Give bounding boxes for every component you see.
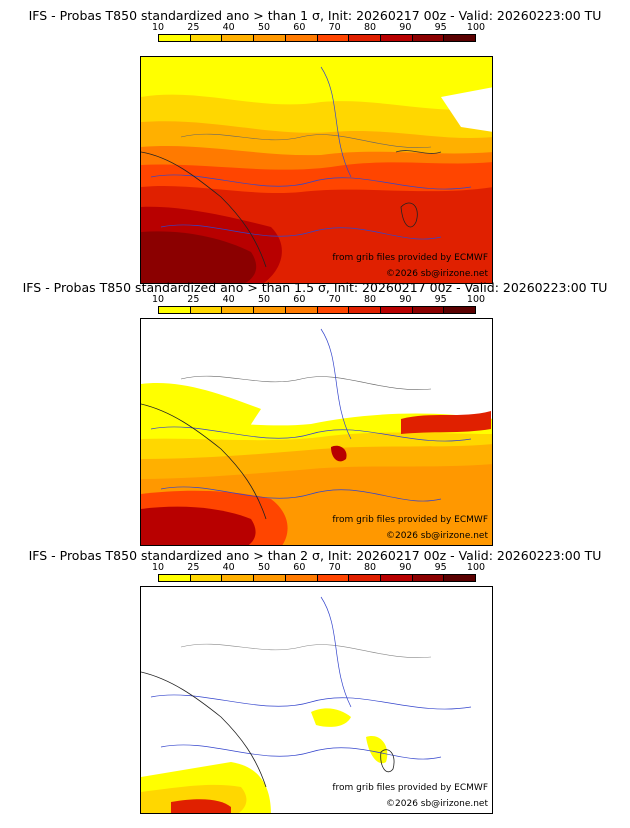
legend-swatch	[190, 575, 223, 581]
legend-label: 10	[151, 22, 165, 33]
panel-3-title: IFS - Probas T850 standardized ano > tha…	[28, 548, 602, 563]
legend-label: 60	[293, 22, 306, 33]
panel-1-title: IFS - Probas T850 standardized ano > tha…	[28, 8, 602, 23]
legend-swatch	[254, 307, 286, 313]
legend-color-bar	[158, 306, 476, 314]
legend-swatch	[285, 307, 318, 313]
legend-label: 50	[257, 22, 271, 33]
legend-label: 10	[151, 294, 165, 305]
legend-label: 40	[222, 562, 235, 573]
legend-swatch	[285, 575, 318, 581]
legend-label: 70	[328, 294, 341, 305]
panel-1-map[interactable]: from grib files provided by ECMWF ©2026 …	[140, 56, 493, 284]
legend-label: 25	[187, 294, 200, 305]
legend-label: 70	[328, 22, 341, 33]
legend-label: 10	[151, 562, 165, 573]
legend-label: 90	[399, 562, 412, 573]
panel-2-credit-source: from grib files provided by ECMWF	[332, 515, 488, 525]
legend-label: 40	[222, 22, 235, 33]
legend-swatch	[349, 307, 381, 313]
legend-label: 60	[293, 294, 306, 305]
legend-label: 95	[434, 294, 447, 305]
legend-label: 50	[257, 562, 271, 573]
legend-swatch	[254, 35, 286, 41]
legend-label: 25	[187, 562, 200, 573]
legend-swatch	[412, 575, 445, 581]
legend-color-bar	[158, 34, 476, 42]
panel-2-credit-copyright: ©2026 sb@irizone.net	[386, 531, 488, 541]
legend-swatch	[190, 35, 223, 41]
legend-label: 25	[187, 22, 200, 33]
legend-label: 100	[466, 22, 486, 33]
panel-2-title: IFS - Probas T850 standardized ano > tha…	[22, 280, 608, 295]
panel-2: IFS - Probas T850 standardized ano > tha…	[0, 280, 630, 556]
legend-swatch	[222, 307, 255, 313]
panel-2-color-scale: 10 25 40 50 60 70 80 90 95 100	[152, 294, 485, 322]
legend-label: 40	[222, 294, 235, 305]
legend-label: 50	[257, 294, 271, 305]
legend-swatch	[222, 575, 255, 581]
legend-swatch	[349, 575, 381, 581]
panel-3-credit-copyright: ©2026 sb@irizone.net	[386, 799, 488, 809]
legend-swatch	[380, 35, 413, 41]
legend-swatch	[412, 35, 445, 41]
legend-label: 80	[363, 562, 377, 573]
legend-label: 90	[399, 294, 412, 305]
legend-label: 60	[293, 562, 306, 573]
legend-swatch	[380, 307, 413, 313]
legend-swatch	[380, 575, 413, 581]
panel-1: IFS - Probas T850 standardized ano > tha…	[0, 8, 630, 284]
panel-3-color-scale: 10 25 40 50 60 70 80 90 95 100	[152, 562, 485, 590]
legend-label: 100	[466, 294, 486, 305]
legend-label: 95	[434, 22, 447, 33]
legend-label: 90	[399, 22, 412, 33]
panel-3: IFS - Probas T850 standardized ano > tha…	[0, 548, 630, 824]
legend-swatch	[317, 575, 350, 581]
panel-2-map-graphic	[141, 319, 492, 545]
legend-swatch	[412, 307, 445, 313]
panel-1-color-scale: 10 25 40 50 60 70 80 90 95 100	[152, 22, 485, 50]
legend-swatch	[159, 575, 191, 581]
legend-swatch	[349, 35, 381, 41]
legend-swatch	[159, 307, 191, 313]
legend-label: 80	[363, 22, 377, 33]
panel-2-map[interactable]: from grib files provided by ECMWF ©2026 …	[140, 318, 493, 546]
panel-3-credit-source: from grib files provided by ECMWF	[332, 783, 488, 793]
legend-swatch	[317, 35, 350, 41]
legend-swatch	[190, 307, 223, 313]
legend-swatch	[444, 35, 476, 41]
panel-3-map-graphic	[141, 587, 492, 813]
panel-3-map[interactable]: from grib files provided by ECMWF ©2026 …	[140, 586, 493, 814]
legend-swatch	[254, 575, 286, 581]
panel-1-credit-source: from grib files provided by ECMWF	[332, 253, 488, 263]
legend-swatch	[285, 35, 318, 41]
legend-color-bar	[158, 574, 476, 582]
legend-label: 70	[328, 562, 341, 573]
legend-label: 80	[363, 294, 377, 305]
panel-1-map-graphic	[141, 57, 492, 283]
legend-swatch	[444, 307, 476, 313]
legend-swatch	[159, 35, 191, 41]
panel-1-credit-copyright: ©2026 sb@irizone.net	[386, 269, 488, 279]
legend-label: 95	[434, 562, 447, 573]
legend-label: 100	[466, 562, 486, 573]
legend-swatch	[317, 307, 350, 313]
legend-swatch	[444, 575, 476, 581]
legend-swatch	[222, 35, 255, 41]
